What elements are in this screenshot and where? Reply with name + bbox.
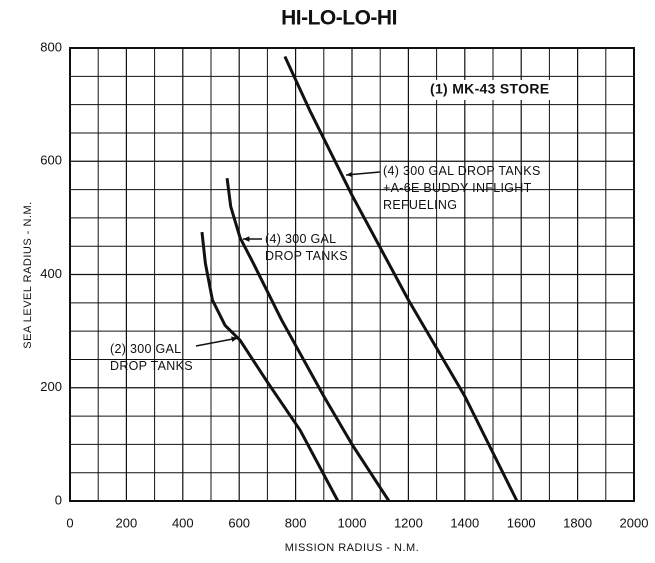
legend-label: (4) 300 GAL DROP TANKS xyxy=(265,232,348,263)
curve xyxy=(200,231,340,502)
annotation-bg xyxy=(424,80,574,100)
x-tick-label: 1600 xyxy=(507,515,536,530)
plot-frame xyxy=(69,47,635,502)
legend-label-line: REFUELING xyxy=(383,198,457,212)
curve xyxy=(283,55,519,502)
x-tick-label: 1200 xyxy=(394,515,423,530)
annotation: (1) MK-43 STORE xyxy=(430,81,549,97)
x-tick-label: 800 xyxy=(285,515,307,530)
x-tick-label: 200 xyxy=(116,515,138,530)
y-tick-label: 200 xyxy=(40,379,62,394)
x-tick-label: 1800 xyxy=(563,515,592,530)
x-tick-label: 600 xyxy=(228,515,250,530)
legend-label: (2) 300 GAL DROP TANKS xyxy=(110,342,193,373)
legend-label-line: (4) 300 GAL DROP TANKS xyxy=(383,164,541,178)
y-tick-label: 600 xyxy=(40,153,62,168)
x-tick-label: 400 xyxy=(172,515,194,530)
x-tick-label: 1400 xyxy=(450,515,479,530)
legend-label-line: +A-6E BUDDY INFLIGHT xyxy=(383,181,532,195)
x-tick-label: 2000 xyxy=(620,515,649,530)
y-tick-label: 0 xyxy=(55,492,62,507)
y-axis-label: SEA LEVEL RADIUS - N.M. xyxy=(22,201,34,348)
y-tick-label: 400 xyxy=(40,266,62,281)
x-tick-label: 0 xyxy=(66,515,73,530)
legend-label-line: (4) 300 GAL xyxy=(265,232,336,246)
y-tick-label: 800 xyxy=(40,39,62,54)
legend-label: (4) 300 GAL DROP TANKS +A-6E BUDDY INFLIG… xyxy=(383,164,541,212)
leader-line xyxy=(195,337,239,347)
legend-label-line: DROP TANKS xyxy=(265,249,348,263)
x-tick-label: 1000 xyxy=(338,515,367,530)
legend-label-line: (2) 300 GAL xyxy=(110,342,181,356)
arrow-head xyxy=(231,336,238,342)
curve xyxy=(225,178,391,502)
arrow-head xyxy=(243,236,250,242)
arrow-head xyxy=(346,171,353,178)
chart-title: HI-LO-LO-HI xyxy=(281,7,397,30)
legend-label-line: DROP TANKS xyxy=(110,359,193,373)
x-axis-label: MISSION RADIUS - N.M. xyxy=(285,542,420,554)
